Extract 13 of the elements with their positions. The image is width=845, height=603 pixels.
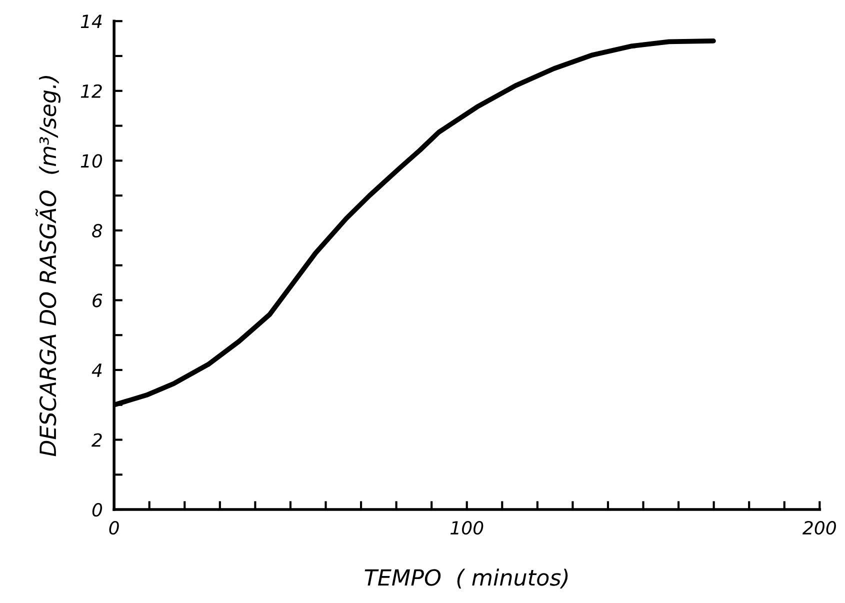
y-tick-label: 10	[80, 154, 102, 168]
x-axis-title: TEMPO ( minutos)	[364, 568, 568, 588]
x-tick-label: 100	[450, 520, 484, 535]
y-tick-label: 2	[92, 433, 102, 447]
x-tick-label: 0	[109, 520, 119, 535]
y-axis-title: DESCARGA DO RASGÃO (m³/seg.)	[36, 76, 61, 456]
y-tick-label: 12	[80, 84, 102, 98]
y-tick-label: 14	[80, 14, 102, 28]
y-tick-label: 6	[92, 294, 102, 308]
y-tick-label: 4	[92, 364, 102, 377]
y-tick-label: 8	[92, 224, 102, 238]
y-tick-label: 0	[92, 502, 102, 517]
x-tick-label: 200	[802, 520, 836, 535]
